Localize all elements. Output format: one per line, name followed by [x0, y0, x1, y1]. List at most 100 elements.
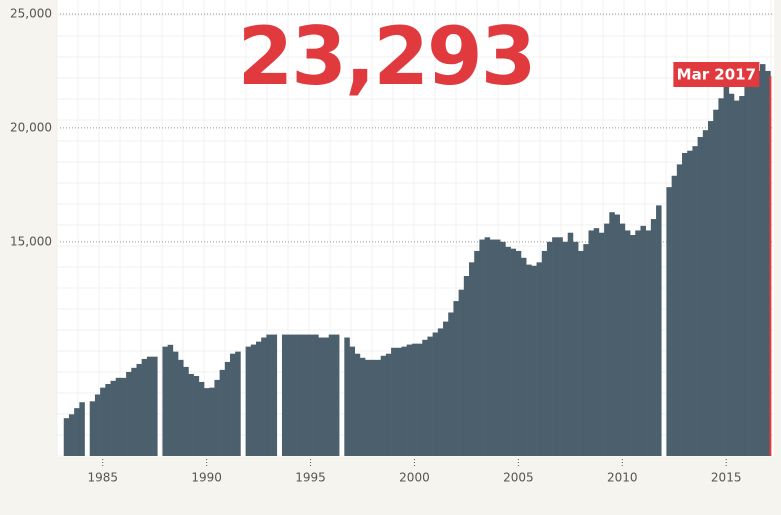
bar: [578, 250, 584, 456]
bar: [484, 237, 491, 456]
bar: [443, 321, 449, 456]
bar: [515, 250, 522, 456]
bar: [541, 250, 548, 456]
bar: [666, 187, 672, 456]
x-tick-label: 2015: [711, 471, 742, 485]
bar: [209, 387, 215, 456]
bar: [411, 343, 418, 456]
bar: [759, 64, 766, 456]
bar: [702, 130, 709, 457]
bars: [63, 64, 771, 457]
bar: [313, 334, 319, 456]
bar: [110, 380, 117, 456]
bar: [162, 346, 168, 456]
bar: [333, 334, 340, 456]
bar: [630, 235, 636, 456]
bar: [152, 356, 158, 456]
bar: [687, 150, 693, 456]
bar: [344, 337, 350, 456]
bar: [79, 402, 85, 456]
bar: [120, 377, 127, 456]
bar: [583, 244, 589, 456]
bar: [167, 344, 174, 456]
bar: [354, 353, 361, 456]
bar: [593, 228, 600, 456]
bar: [609, 212, 615, 456]
bar: [536, 262, 543, 456]
bar: [619, 223, 626, 456]
bar: [671, 175, 678, 457]
bar: [219, 369, 226, 456]
bar: [266, 334, 272, 456]
bar: [635, 230, 641, 456]
bar: [89, 401, 96, 456]
bar: [749, 82, 756, 456]
bar: [198, 381, 205, 456]
bar: [292, 334, 298, 456]
bar: [614, 214, 620, 456]
bar: [183, 366, 189, 456]
bar: [562, 241, 569, 456]
bar: [489, 239, 496, 456]
bar: [422, 339, 428, 456]
bar: [131, 367, 137, 456]
bar: [645, 230, 652, 456]
bar: [676, 164, 683, 456]
bar: [141, 358, 148, 456]
bar: [713, 109, 719, 456]
bar: [271, 334, 278, 456]
bar: [557, 237, 563, 456]
x-tick-label: 1985: [87, 471, 118, 485]
bar: [728, 93, 735, 456]
bar: [744, 86, 750, 456]
bar: [552, 237, 558, 456]
x-tick-label: 2000: [399, 471, 430, 485]
bar: [469, 262, 475, 456]
bar: [365, 359, 371, 456]
bar: [126, 371, 132, 456]
bar: [598, 232, 605, 456]
bar: [74, 408, 80, 456]
bar: [474, 250, 480, 456]
bar: [115, 377, 122, 456]
bar: [650, 219, 657, 456]
bar: [692, 146, 698, 456]
bar: [297, 334, 304, 456]
bar: [567, 232, 574, 456]
bar: [640, 225, 646, 456]
bar: [656, 205, 662, 456]
bar: [733, 100, 740, 456]
bar: [359, 357, 366, 456]
y-tick-label: 15,000: [10, 234, 52, 248]
y-tick-label: 25,000: [10, 7, 52, 21]
bar: [697, 137, 704, 456]
bar: [718, 98, 724, 457]
bar: [193, 376, 200, 456]
bar: [255, 341, 262, 456]
bar: [178, 359, 184, 456]
bar: [63, 418, 70, 456]
bar: [261, 337, 267, 456]
bar: [328, 334, 335, 456]
bar: [245, 346, 252, 456]
x-tick-label: 1995: [295, 471, 326, 485]
bar: [146, 356, 153, 456]
headline: 23,293: [238, 10, 535, 103]
bar: [401, 346, 407, 456]
bar: [754, 70, 761, 456]
marker-tag-box: [673, 62, 760, 87]
bar: [765, 70, 771, 456]
bar: [224, 361, 231, 456]
bar: [172, 351, 179, 456]
bar: [235, 351, 241, 456]
x-tick-label: 2010: [607, 471, 638, 485]
bar: [520, 257, 527, 456]
bar: [494, 239, 501, 456]
bar: [188, 373, 194, 456]
bar: [572, 241, 579, 456]
bar: [214, 379, 220, 456]
bar: [526, 264, 532, 456]
bar: [604, 223, 610, 456]
bar: [479, 239, 485, 456]
